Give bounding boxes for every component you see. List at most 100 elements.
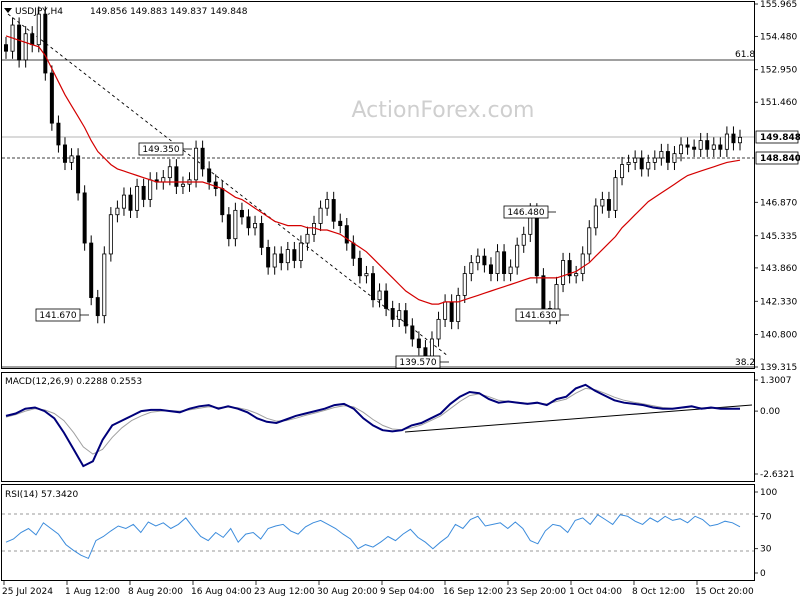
candle — [174, 159, 179, 195]
callout-149-350: 149.350 — [138, 142, 192, 156]
current-price-tag-label: 149.848 — [760, 133, 800, 143]
price-pane-frame — [1, 1, 755, 369]
candle — [403, 303, 408, 334]
time-axis: 25 Jul 2024 1 Aug 12:00 8 Aug 20:00 16 Aug … — [2, 581, 754, 597]
rsi-title: RSI(14) 57.3420 — [5, 490, 78, 500]
price-tick-label: 155.965 — [760, 0, 797, 10]
candle — [246, 209, 251, 236]
level-price-tag: 148.840 — [755, 151, 800, 165]
candle — [456, 287, 461, 330]
candle — [397, 303, 402, 327]
candle — [646, 154, 651, 177]
callout-141-630: 141.630 — [515, 308, 569, 322]
fib-61-8-label: 61.8 — [735, 50, 755, 60]
candle — [633, 150, 638, 171]
candle — [338, 213, 343, 234]
time-tick-label: 9 Sep 04:00 — [380, 587, 435, 597]
candle — [95, 289, 100, 324]
time-tick-label: 16 Aug 04:00 — [191, 587, 252, 597]
candle — [620, 156, 625, 186]
candle — [161, 170, 166, 190]
candle — [698, 132, 703, 157]
rsi-axis: 100 70 30 0 — [754, 488, 777, 579]
candle — [469, 255, 474, 282]
candle — [731, 126, 736, 151]
macd-axis: 1.3007 0.00 -2.6321 — [754, 376, 795, 480]
candle — [154, 172, 159, 190]
callout-139-570-label: 139.570 — [399, 358, 436, 368]
candle — [23, 26, 28, 68]
callout-141-670-label: 141.670 — [39, 311, 76, 321]
candle — [121, 187, 126, 216]
candle — [364, 265, 369, 284]
level-price-tag-label: 148.840 — [760, 154, 800, 164]
candle — [515, 237, 520, 275]
candle — [449, 294, 454, 330]
rsi-tick-label: 100 — [760, 488, 777, 498]
candle — [488, 257, 493, 282]
rsi-pane-frame — [1, 484, 755, 581]
candle — [567, 252, 572, 284]
candle — [495, 244, 500, 282]
candle — [692, 139, 697, 157]
candle — [102, 246, 107, 324]
candle — [606, 191, 611, 218]
candle — [108, 207, 113, 262]
candle — [541, 268, 546, 317]
price-candles — [4, 6, 743, 370]
candle — [665, 143, 670, 171]
candle — [213, 174, 218, 197]
candle — [298, 235, 303, 269]
candle — [89, 235, 94, 306]
current-price-tag: 149.848 — [755, 130, 800, 144]
candle — [305, 226, 310, 251]
candle — [462, 265, 467, 304]
candle — [521, 226, 526, 253]
price-tick-label: 154.480 — [760, 32, 797, 42]
candle — [285, 241, 290, 271]
candle — [344, 217, 349, 251]
candle — [167, 159, 172, 186]
candle — [410, 318, 415, 347]
candle — [207, 161, 212, 190]
candle — [600, 191, 605, 214]
candle — [685, 137, 690, 155]
candle — [705, 132, 710, 157]
symbol-dropdown-icon[interactable] — [4, 8, 12, 13]
moving-average-line — [5, 35, 741, 305]
rsi-tick-label: 70 — [760, 512, 772, 522]
candle — [253, 215, 258, 236]
downtrend-line — [7, 13, 449, 357]
time-tick-label: 8 Oct 12:00 — [632, 587, 685, 597]
price-tick-label: 146.870 — [760, 198, 797, 208]
candle — [593, 198, 598, 236]
callout-141-670: 141.670 — [35, 308, 89, 322]
candle — [377, 283, 382, 308]
candle — [613, 170, 618, 218]
time-tick-label: 15 Oct 20:00 — [695, 587, 754, 597]
candle — [351, 235, 356, 266]
time-tick-label: 25 Jul 2024 — [2, 587, 53, 597]
macd-signal-line — [5, 387, 741, 455]
candle — [180, 176, 185, 195]
macd-tick-label: 0.00 — [760, 407, 780, 417]
ohlc-readout: 149.856 149.883 149.837 149.848 — [90, 7, 248, 17]
candle — [69, 148, 74, 171]
candle — [357, 250, 362, 284]
candle — [331, 191, 336, 229]
callout-146-480: 146.480 — [503, 205, 556, 219]
price-tick-label: 143.860 — [760, 264, 797, 274]
candle — [292, 241, 297, 269]
macd-trendline — [404, 404, 753, 433]
candle — [226, 207, 231, 247]
candle — [76, 148, 81, 201]
price-tick-label: 139.315 — [760, 363, 797, 373]
time-tick-label: 8 Aug 20:00 — [128, 587, 183, 597]
candle — [115, 200, 120, 223]
candle — [574, 265, 579, 284]
candle — [580, 246, 585, 282]
candle — [128, 187, 133, 218]
candle — [672, 146, 677, 171]
candle — [639, 150, 644, 177]
fib-38-2-label: 38.2 — [735, 358, 755, 368]
